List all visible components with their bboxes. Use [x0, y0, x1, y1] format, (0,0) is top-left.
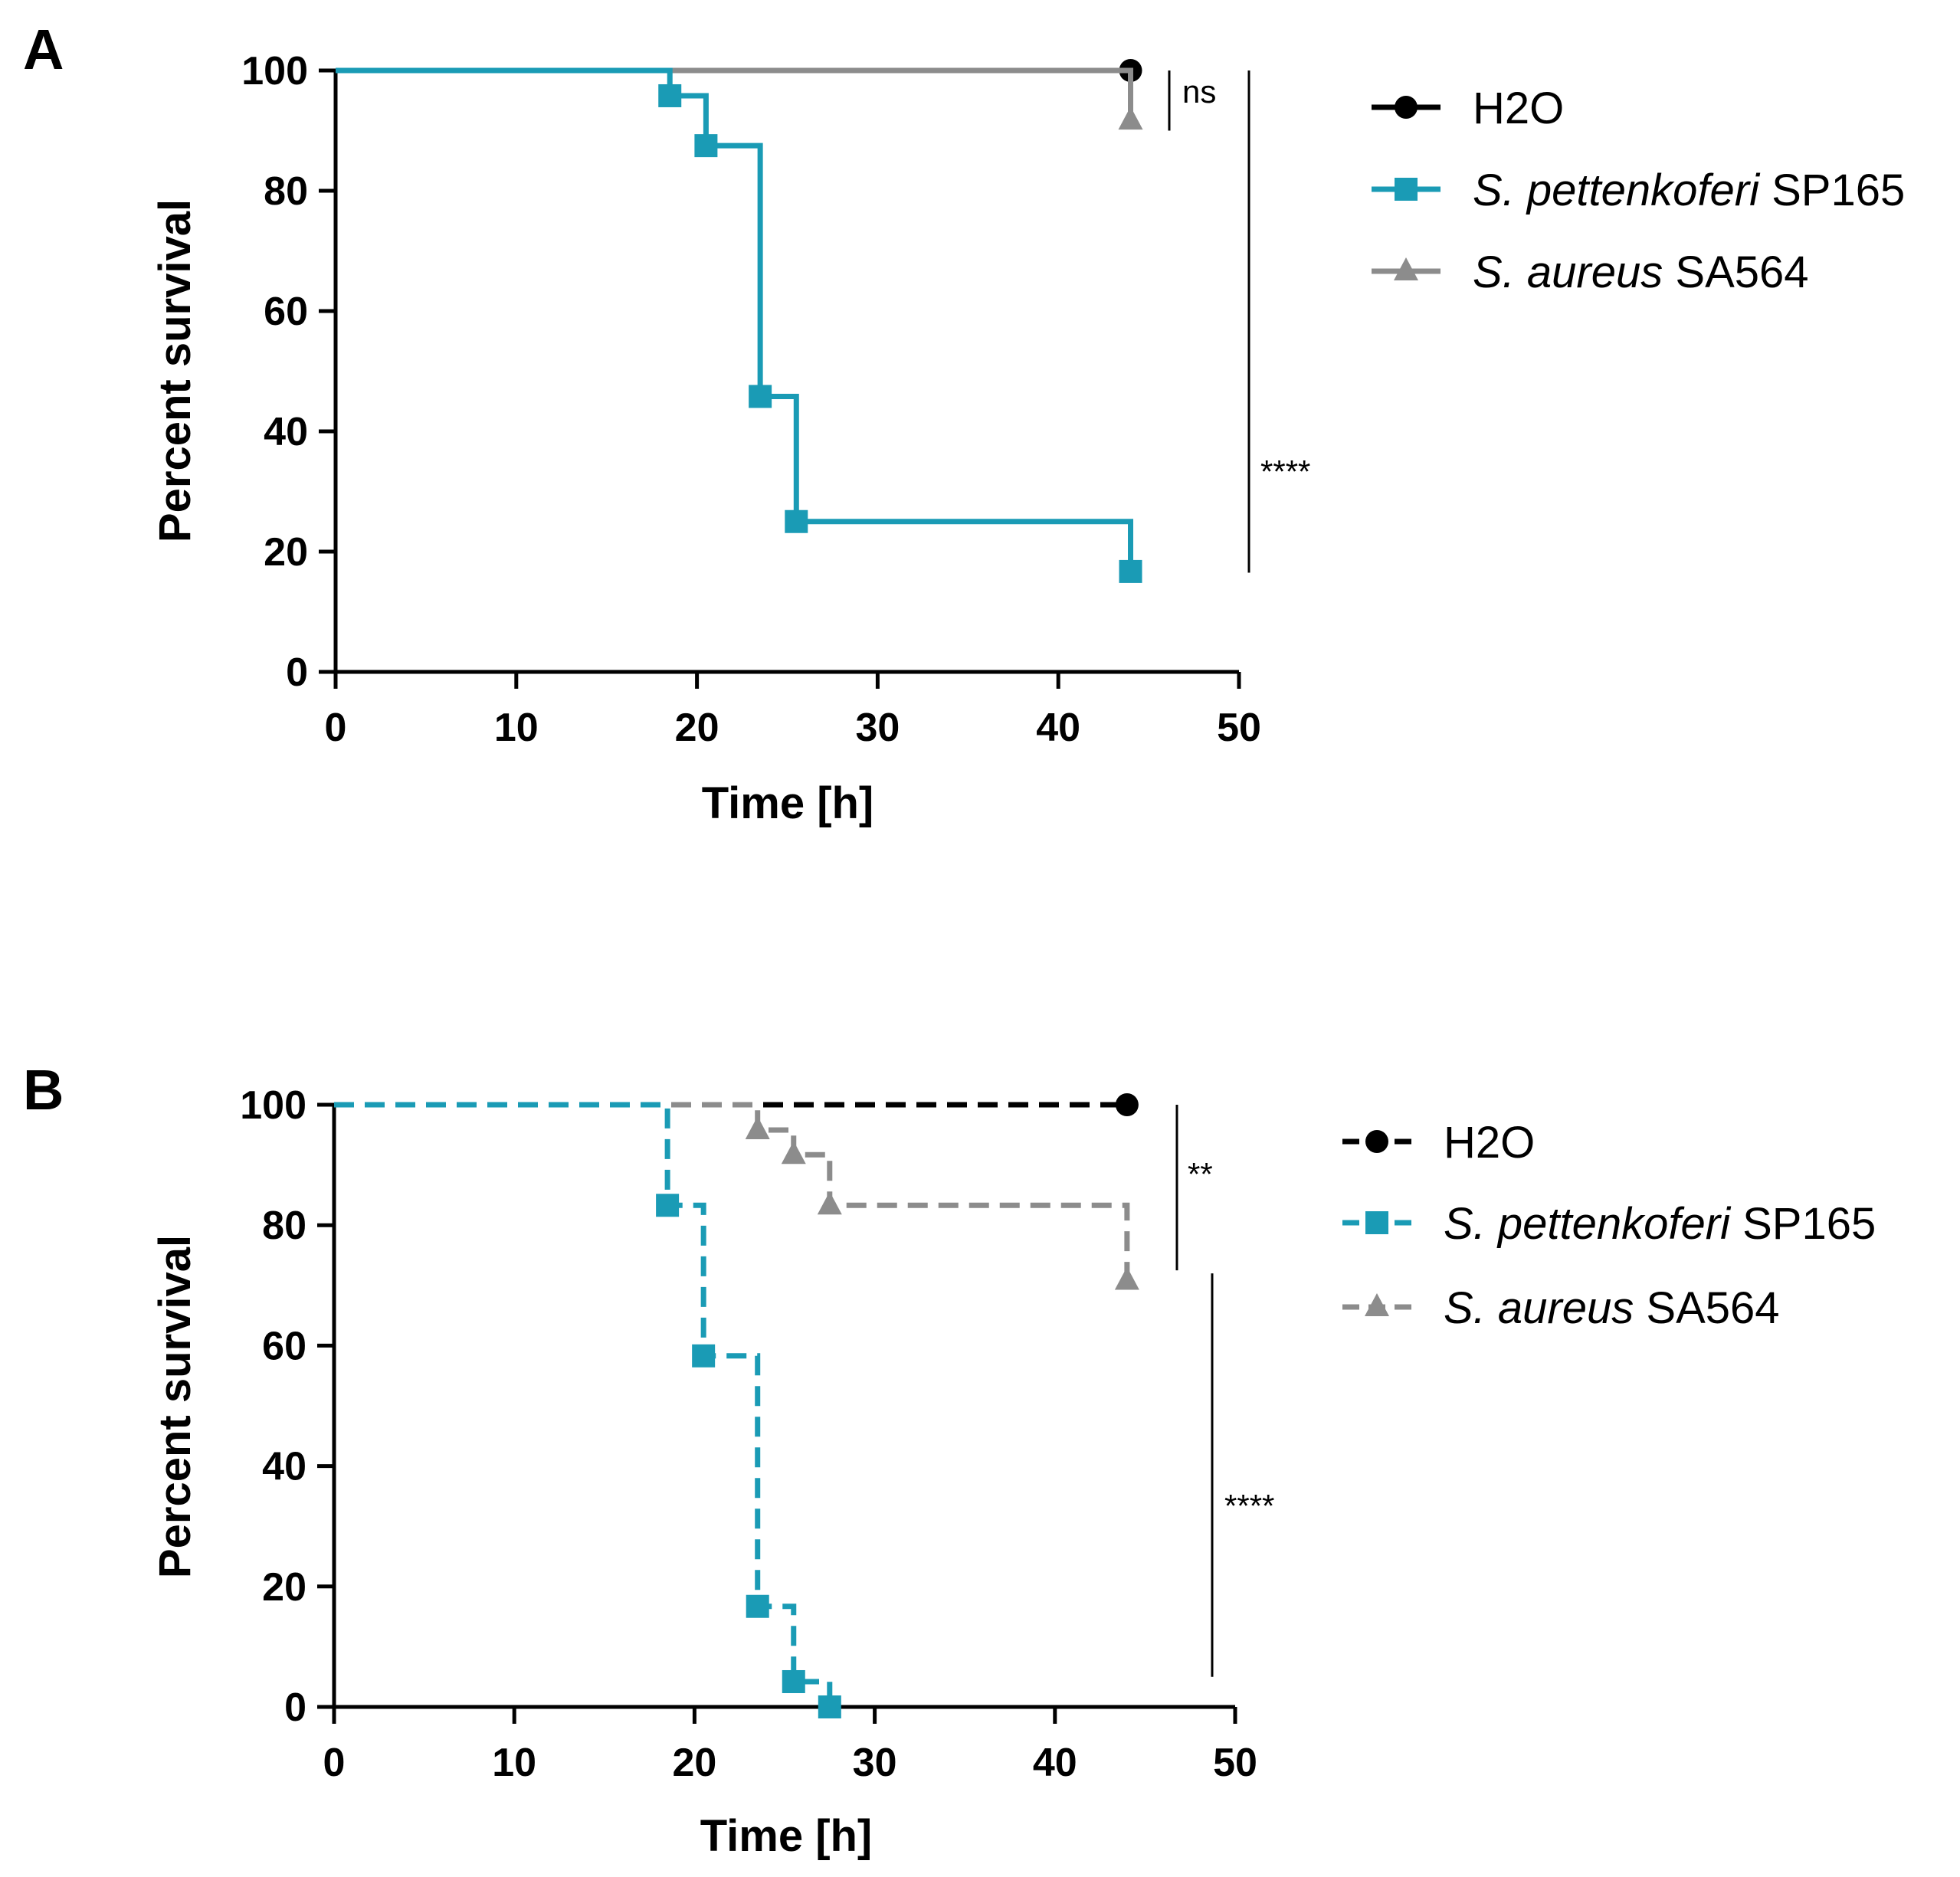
legend-label-aureus: S. aureus SA564 — [1473, 247, 1809, 297]
panel-a: A 0 20 40 60 80 100 0 10 20 30 40 50 Percent survival… — [23, 18, 1905, 828]
significance-label: **** — [1260, 454, 1310, 490]
data-point-pettenkoferi — [1119, 559, 1142, 583]
panel-label: A — [23, 18, 64, 81]
x-tick-label: 50 — [1213, 1741, 1257, 1785]
legend-plain: H2O — [1444, 1118, 1535, 1168]
y-tick-label: 20 — [264, 530, 308, 575]
legend-plain: SA564 — [1663, 247, 1808, 297]
y-tick-label: 0 — [286, 650, 308, 695]
legend: H2O S. pettenkoferi SP165 S. aureus SA564 — [1342, 1118, 1876, 1333]
panel-b: B 0 20 40 60 80 100 0 10 20 30 40 50 Percent survival… — [23, 1058, 1876, 1861]
x-tick-label: 20 — [672, 1741, 716, 1785]
legend-plain: SA564 — [1634, 1283, 1779, 1333]
x-axis-title: Time [h] — [700, 1811, 873, 1861]
y-tick-label: 0 — [284, 1685, 306, 1730]
y-tick-label: 100 — [240, 1083, 306, 1128]
data-point-aureus — [745, 1116, 770, 1140]
y-tick-label: 80 — [264, 169, 308, 214]
significance-label: ** — [1188, 1156, 1213, 1192]
x-tick-label: 10 — [494, 706, 539, 750]
x-tick-label: 20 — [675, 706, 719, 750]
significance-label: ns — [1182, 74, 1216, 110]
y-axis-title: Percent survival — [150, 199, 200, 542]
data-point-aureus — [781, 1141, 806, 1165]
data-point-h2o — [1115, 1093, 1139, 1116]
data-point-pettenkoferi — [749, 385, 772, 408]
data-point-aureus — [817, 1191, 842, 1215]
series-line-pettenkoferi — [336, 67, 1134, 572]
data-point-pettenkoferi — [694, 134, 718, 158]
legend-label-h2o: H2O — [1473, 84, 1564, 133]
legend-italic: S. pettenkoferi — [1444, 1199, 1732, 1249]
legend-label-h2o: H2O — [1444, 1118, 1535, 1168]
data-point-pettenkoferi — [785, 509, 808, 533]
legend-plain: H2O — [1473, 84, 1564, 133]
data-point-aureus — [1114, 1266, 1139, 1290]
data-point-aureus — [1118, 106, 1143, 130]
y-tick-label: 40 — [262, 1445, 306, 1489]
x-tick-label: 50 — [1217, 706, 1261, 750]
legend-italic: S. aureus — [1444, 1283, 1634, 1333]
legend-marker-aureus — [1365, 1293, 1389, 1316]
legend-italic: S. pettenkoferi — [1473, 165, 1761, 215]
legend-marker-h2o — [1365, 1130, 1388, 1153]
x-tick-label: 30 — [855, 706, 900, 750]
legend-plain: SP165 — [1730, 1199, 1876, 1249]
y-tick-label: 20 — [262, 1565, 306, 1610]
data-point-pettenkoferi — [782, 1669, 805, 1693]
legend: H2O S. pettenkoferi SP165 S. aureus SA564 — [1372, 84, 1905, 297]
legend-marker-pettenkoferi — [1395, 178, 1418, 201]
y-tick-label: 60 — [262, 1324, 306, 1368]
data-point-pettenkoferi — [692, 1344, 716, 1368]
x-tick-label: 0 — [325, 706, 347, 750]
panel-label: B — [23, 1058, 64, 1122]
legend-label-aureus: S. aureus SA564 — [1444, 1283, 1780, 1333]
x-axis-title: Time [h] — [702, 778, 874, 828]
y-axis-title: Percent survival — [150, 1235, 200, 1578]
series-line-aureus — [334, 1102, 1130, 1281]
series-line-pettenkoferi — [334, 1102, 833, 1707]
data-point-pettenkoferi — [746, 1594, 769, 1618]
series-line-aureus — [336, 67, 1134, 121]
legend-plain: SP165 — [1759, 165, 1905, 215]
y-tick-label: 40 — [264, 410, 308, 454]
data-point-pettenkoferi — [656, 1194, 680, 1217]
x-tick-label: 0 — [323, 1741, 346, 1785]
significance-label: **** — [1224, 1488, 1274, 1524]
data-point-pettenkoferi — [658, 84, 682, 107]
y-tick-label: 80 — [262, 1204, 306, 1248]
data-point-pettenkoferi — [818, 1695, 841, 1718]
legend-marker-aureus — [1394, 257, 1418, 280]
legend-label-pettenkoferi: S. pettenkoferi SP165 — [1444, 1199, 1876, 1249]
legend-marker-h2o — [1395, 96, 1418, 119]
x-tick-label: 40 — [1033, 1741, 1077, 1785]
y-tick-label: 100 — [241, 49, 308, 93]
legend-italic: S. aureus — [1473, 247, 1663, 297]
y-tick-label: 60 — [264, 290, 308, 334]
x-tick-label: 10 — [492, 1741, 536, 1785]
x-tick-label: 30 — [853, 1741, 897, 1785]
legend-marker-pettenkoferi — [1365, 1211, 1388, 1234]
legend-label-pettenkoferi: S. pettenkoferi SP165 — [1473, 165, 1905, 215]
x-tick-label: 40 — [1036, 706, 1080, 750]
